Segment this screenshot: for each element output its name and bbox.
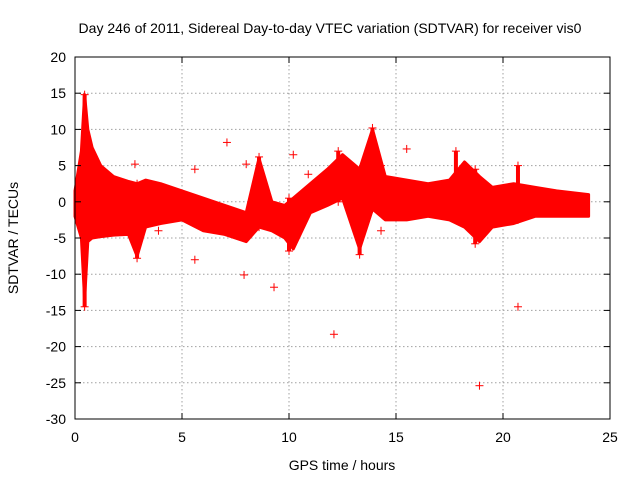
sdtvar-spike-marker <box>133 254 142 263</box>
y-tick-label: -30 <box>46 411 66 427</box>
y-tick-label: 10 <box>50 121 66 137</box>
y-tick-label: -25 <box>46 375 66 391</box>
y-tick-label: 15 <box>50 85 66 101</box>
sdtvar-spike-marker <box>513 161 522 170</box>
sdtvar-outlier-point <box>304 170 313 179</box>
sdtvar-spike-marker <box>377 161 386 170</box>
sdtvar-spike-marker <box>334 147 343 156</box>
sdtvar-band <box>73 93 591 301</box>
y-tick-label: -15 <box>46 302 66 318</box>
sdtvar-spike-marker <box>451 208 460 217</box>
sdtvar-spike-marker <box>355 165 364 174</box>
sdtvar-outlier-point <box>242 160 251 169</box>
sdtvar-outlier-point <box>377 226 386 235</box>
sdtvar-spike-marker <box>451 147 460 156</box>
sdtvar-outlier-point <box>289 150 298 159</box>
y-tick-label: 5 <box>58 158 66 174</box>
sdtvar-spike-marker <box>285 247 293 256</box>
axis-ticks: 0 5 10 15 20 25 -30 -25 -20 -15 -10 -5 0 5 10 15 20 <box>46 49 618 445</box>
x-axis-label: GPS time / hours <box>289 457 396 473</box>
sdtvar-outlier-point <box>513 302 522 311</box>
sdtvar-spike-marker <box>471 239 480 248</box>
sdtvar-spike-marker <box>80 90 89 99</box>
sdtvar-outlier-point <box>402 144 411 153</box>
sdtvar-outlier-point <box>190 255 199 264</box>
sdtvar-spike-marker <box>368 205 377 214</box>
sdtvar-outlier-point <box>329 330 338 339</box>
chart-title: Day 246 of 2011, Sidereal Day-to-day VTE… <box>79 20 582 36</box>
sdtvar-spike-marker <box>334 197 343 206</box>
sdtvar-spike-marker <box>513 215 522 224</box>
sdtvar-spike-marker <box>368 123 377 132</box>
grid <box>75 57 610 419</box>
sdtvar-spike-marker <box>255 152 264 161</box>
sdtvar-outlier-point <box>190 165 199 174</box>
x-tick-label: 5 <box>178 429 186 445</box>
y-tick-label: -5 <box>54 230 67 246</box>
sdtvar-spike-marker <box>471 165 480 174</box>
sdtvar-outlier-point <box>222 138 231 147</box>
x-tick-label: 15 <box>388 429 404 445</box>
sdtvar-outlier-point <box>154 226 163 235</box>
x-tick-label: 20 <box>495 429 511 445</box>
sdtvar-spike-marker <box>80 302 89 311</box>
sdtvar-spike-marker <box>133 179 142 188</box>
sdtvar-spike-marker <box>377 208 386 217</box>
y-tick-label: 0 <box>58 194 66 210</box>
x-tick-label: 25 <box>602 429 618 445</box>
data-layer <box>73 90 591 390</box>
x-tick-label: 10 <box>281 429 297 445</box>
sdtvar-outlier-point <box>475 381 484 390</box>
y-tick-label: 20 <box>50 49 66 65</box>
y-tick-label: -20 <box>46 339 66 355</box>
sdtvar-outlier-point <box>240 270 249 279</box>
sdtvar-spike-marker <box>355 250 364 259</box>
sdtvar-outlier-point <box>130 160 139 169</box>
sdtvar-spike-marker <box>255 223 264 232</box>
y-axis-label: SDTVAR / TECUs <box>5 182 21 294</box>
y-tick-label: -10 <box>46 266 66 282</box>
sdtvar-spike-marker <box>285 194 293 203</box>
x-tick-label: 0 <box>71 429 79 445</box>
sdtvar-outlier-point <box>270 283 279 292</box>
